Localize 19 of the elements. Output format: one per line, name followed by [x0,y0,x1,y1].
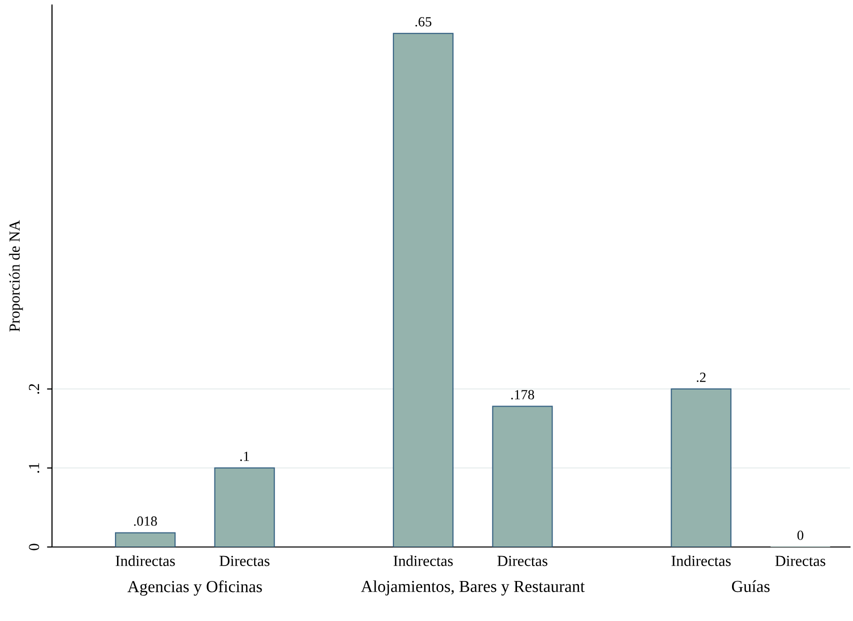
text: Agencias y Oficinas [128,580,262,596]
data-label: .65 [415,17,432,27]
text: Alojamientos, Bares y Restaurant [360,580,585,596]
text: Guías [732,580,770,592]
data-label: .1 [240,452,249,462]
x-tick-label: Directas [497,556,548,566]
x-tick-label: Indirectas [394,555,453,566]
data-label: .2 [696,372,706,382]
y-tick-label: 0 [28,544,40,550]
x-tick-label: Indirectas [672,555,731,566]
y-axis-title: Proporción de NA [8,220,23,332]
x-tick-label: Directas [220,556,270,566]
x-tick-label: Indirectas [116,555,175,566]
data-label: 0 [797,530,804,540]
x-tick-label: Directas [775,556,826,566]
y-tick-label: .2 [28,384,40,394]
data-label: .018 [134,516,157,526]
y-tick-label: .1 [28,463,40,473]
data-label: .178 [511,390,534,400]
